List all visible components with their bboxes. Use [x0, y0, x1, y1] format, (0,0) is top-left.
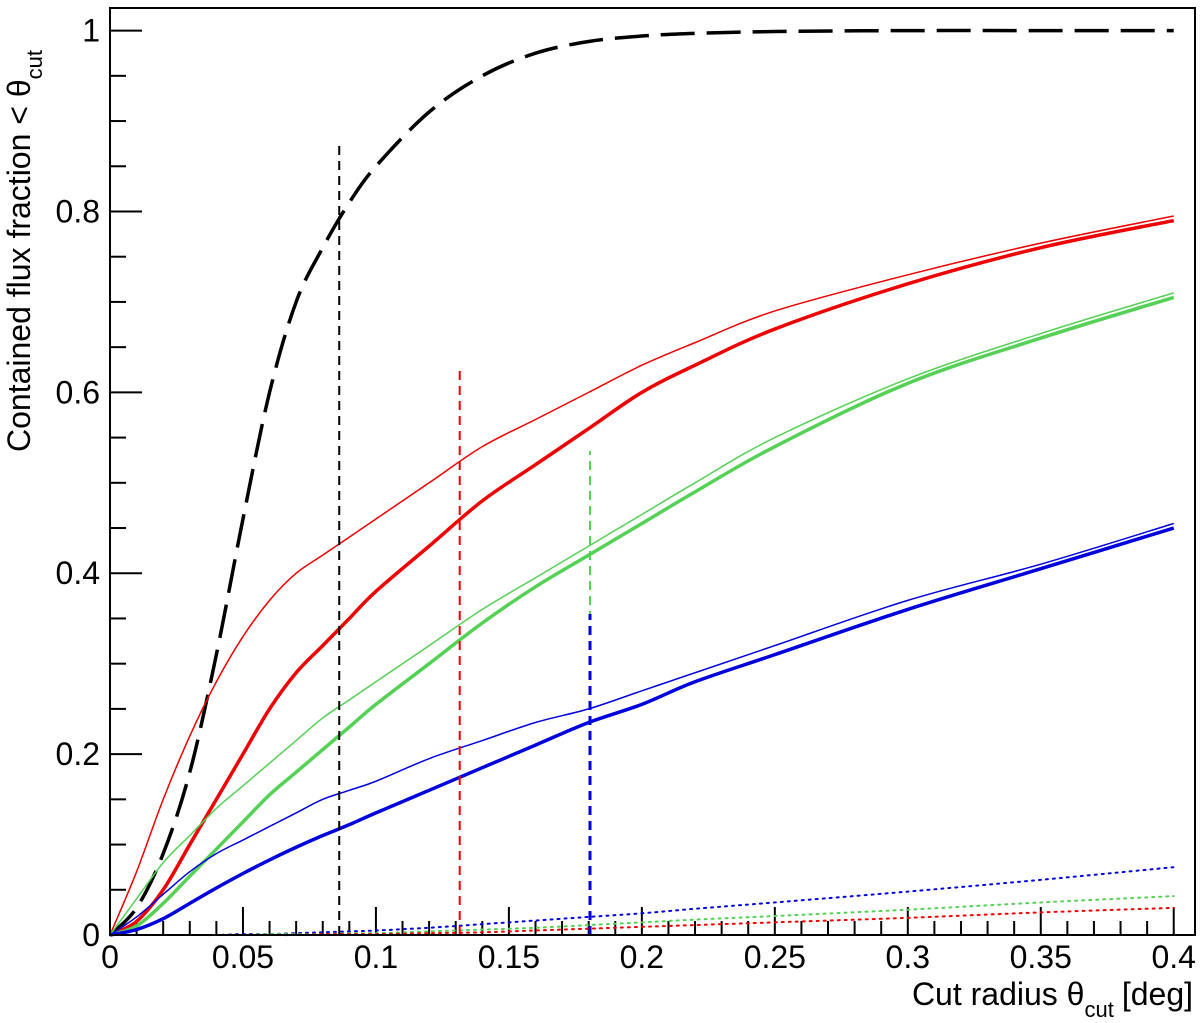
x-tick-label: 0.2 [620, 939, 664, 975]
series-line-6 [109, 526, 1175, 937]
vertical-markers [338, 143, 592, 935]
series-line-5 [109, 522, 1174, 936]
x-tick-label: 0.4 [1151, 939, 1195, 975]
curves [108, 28, 1175, 937]
x-tick-label: 0.05 [212, 939, 274, 975]
x-tick-label: 0.1 [354, 939, 398, 975]
series-line-7 [109, 866, 1175, 937]
x-tick-label: 0 [101, 939, 119, 975]
y-axis-label-main: Contained flux fraction < θ [1, 79, 37, 452]
y-tick-label: 0 [82, 917, 100, 953]
x-axis-label: Cut radius θcut [deg] [912, 976, 1193, 1022]
axes-ticks [109, 29, 1175, 936]
x-tick-labels: 0 0.05 0.1 0.15 0.2 0.25 0.3 0.35 0.4 [101, 939, 1196, 975]
series-line-1 [109, 215, 1174, 936]
x-tick-label: 0.3 [886, 939, 930, 975]
x-tick-label: 0.15 [478, 939, 540, 975]
x-tick-label: 0.25 [744, 939, 806, 975]
x-axis-label-sub: cut [1084, 997, 1113, 1022]
plot-frame [109, 7, 1196, 936]
y-tick-label: 0.2 [56, 736, 100, 772]
series-line-8 [109, 895, 1175, 937]
series-line-4 [109, 295, 1175, 937]
x-axis-label-unit: [deg] [1122, 976, 1193, 1012]
x-tick-label: 0.35 [1010, 939, 1072, 975]
x-axis-label-main: Cut radius θ [912, 976, 1085, 1012]
series-line-2 [109, 218, 1175, 937]
y-tick-label: 0.4 [56, 555, 100, 591]
y-tick-label: 0.8 [56, 193, 100, 229]
y-axis-label-sub: cut [22, 50, 47, 79]
y-axis-label: Contained flux fraction < θcut [1, 50, 47, 452]
y-tick-labels: 0 0.2 0.4 0.6 0.8 1 [56, 13, 100, 953]
series-line-0 [108, 28, 1174, 937]
y-tick-label: 0.6 [56, 374, 100, 410]
series-line-9 [109, 906, 1175, 937]
y-tick-label: 1 [82, 13, 100, 49]
series-line-3 [109, 292, 1174, 936]
